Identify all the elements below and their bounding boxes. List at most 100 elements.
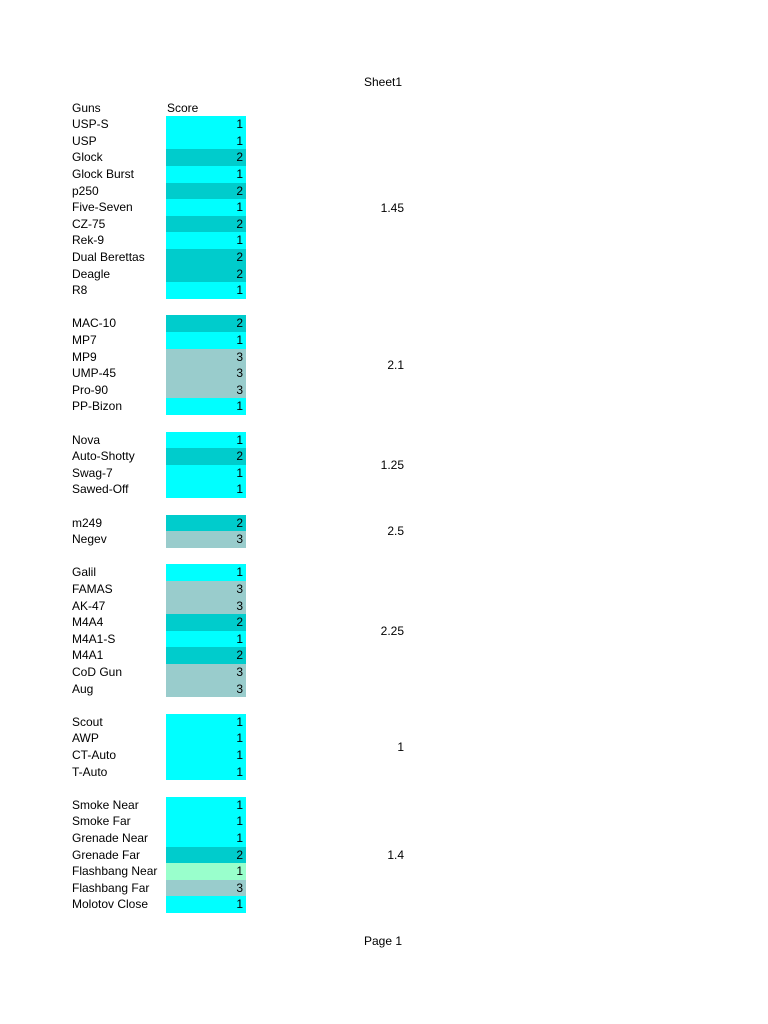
score-cell: 2 (166, 315, 246, 332)
table-row: MP7 1 (0, 332, 768, 349)
group-average: 2.25 (380, 623, 404, 638)
table-row: Sawed-Off 1 (0, 481, 768, 498)
table-row: Glock Burst 1 (0, 166, 768, 183)
score-cell: 3 (166, 365, 246, 382)
score-cell: 1 (166, 116, 246, 133)
gun-name: UMP-45 (72, 366, 117, 381)
table-row: MAC-10 2 (0, 315, 768, 332)
table-row: Auto-Shotty 2 (0, 448, 768, 465)
score-cell: 2 (166, 614, 246, 631)
gun-name: CoD Gun (72, 665, 123, 679)
table-row: Grenade Far 2 (0, 846, 768, 864)
table-row: M4A4 2 (0, 614, 768, 631)
gun-name: Scout (72, 714, 103, 729)
table-row: Flashbang Near 1 (0, 863, 768, 880)
sheet-title: Sheet1 (364, 75, 403, 89)
gun-name: CT-Auto (72, 748, 117, 762)
gun-name: USP (72, 133, 97, 148)
score-cell: 2 (166, 647, 246, 664)
gun-name: Nova (72, 432, 101, 447)
score-cell: 1 (166, 730, 246, 747)
table-row: AWP 1 (0, 730, 768, 747)
score-cell: 1 (166, 763, 246, 781)
gun-name: AWP (72, 731, 99, 746)
table-row: Nova 1 (0, 431, 768, 449)
score-cell: 1 (166, 747, 246, 764)
gun-name: M4A1 (72, 648, 104, 663)
table-row: Galil 1 (0, 564, 768, 581)
group-average: 1.4 (387, 847, 404, 862)
gun-name: Glock (72, 150, 103, 165)
score-cell: 3 (166, 581, 246, 598)
page-footer: Page 1 (364, 934, 403, 948)
score-cell: 2 (166, 448, 246, 465)
table-row: Five-Seven 1 (0, 199, 768, 216)
score-cell: 1 (166, 199, 246, 216)
score-cell: 1 (166, 713, 246, 731)
gun-name: Flashbang Near (72, 864, 158, 879)
table-row: Glock 2 (0, 149, 768, 166)
table-row: PP-Bizon 1 (0, 398, 768, 415)
gun-name: Five-Seven (72, 200, 133, 215)
table-row: Negev 3 (0, 531, 768, 548)
gun-name: Smoke Far (72, 814, 131, 829)
table-row: UMP-45 3 (0, 365, 768, 382)
score-cell: 2 (166, 846, 246, 864)
gun-name: MP7 (72, 333, 97, 347)
table-row: CoD Gun 3 (0, 664, 768, 681)
table-row: AK-47 3 (0, 597, 768, 615)
table-row: Deagle 2 (0, 265, 768, 283)
score-cell: 1 (166, 630, 246, 648)
gun-name: T-Auto (72, 764, 108, 779)
table-row: Swag-7 1 (0, 464, 768, 482)
table-row: Pro-90 3 (0, 381, 768, 399)
gun-name: CZ-75 (72, 216, 106, 231)
table-row: Rek-9 1 (0, 232, 768, 249)
score-cell: 1 (166, 464, 246, 482)
gun-name: Negev (72, 532, 107, 547)
score-cell: 2 (166, 149, 246, 166)
gun-name: Swag-7 (72, 465, 113, 480)
score-cell: 3 (166, 597, 246, 615)
gun-name: USP-S (72, 117, 109, 132)
score-cell: 3 (166, 879, 246, 897)
table-row: Flashbang Far 3 (0, 879, 768, 897)
gun-name: M4A4 (72, 615, 104, 630)
gun-name: MAC-10 (72, 316, 117, 331)
table-row: M4A1 2 (0, 647, 768, 664)
score-cell: 3 (166, 664, 246, 681)
table-row: FAMAS 3 (0, 581, 768, 598)
score-cell: 2 (166, 249, 246, 266)
table-row: Grenade Near 1 (0, 830, 768, 847)
gun-name: m249 (72, 515, 103, 530)
table-row: R8 1 (0, 282, 768, 299)
gun-name: PP-Bizon (72, 399, 123, 414)
score-cell: 1 (166, 896, 246, 913)
group-average: 1.45 (380, 200, 404, 215)
table-row: Molotov Close 1 (0, 896, 768, 913)
group-average: 2.1 (387, 358, 404, 373)
header-guns: Guns (72, 101, 101, 115)
score-cell: 2 (166, 215, 246, 233)
gun-name: Galil (72, 565, 97, 580)
group-average: 1.25 (380, 457, 404, 472)
gun-name: Deagle (72, 266, 111, 281)
score-cell: 1 (166, 813, 246, 830)
table-row: MP9 3 (0, 348, 768, 366)
gun-name: Molotov Close (72, 897, 149, 912)
gun-name: M4A1-S (72, 631, 116, 646)
gun-name: Sawed-Off (72, 482, 129, 497)
gun-name: Auto-Shotty (72, 449, 135, 464)
table-row: Smoke Near 1 (0, 796, 768, 814)
table-row: USP 1 (0, 132, 768, 150)
gun-name: Rek-9 (72, 233, 105, 248)
gun-name: R8 (72, 283, 88, 298)
score-cell: 1 (166, 166, 246, 183)
score-cell: 1 (166, 481, 246, 498)
score-cell: 2 (166, 514, 246, 532)
score-cell: 3 (166, 381, 246, 399)
table-row: M4A1-S 1 (0, 630, 768, 648)
gun-name: Smoke Near (72, 797, 139, 812)
gun-name: p250 (72, 183, 99, 198)
